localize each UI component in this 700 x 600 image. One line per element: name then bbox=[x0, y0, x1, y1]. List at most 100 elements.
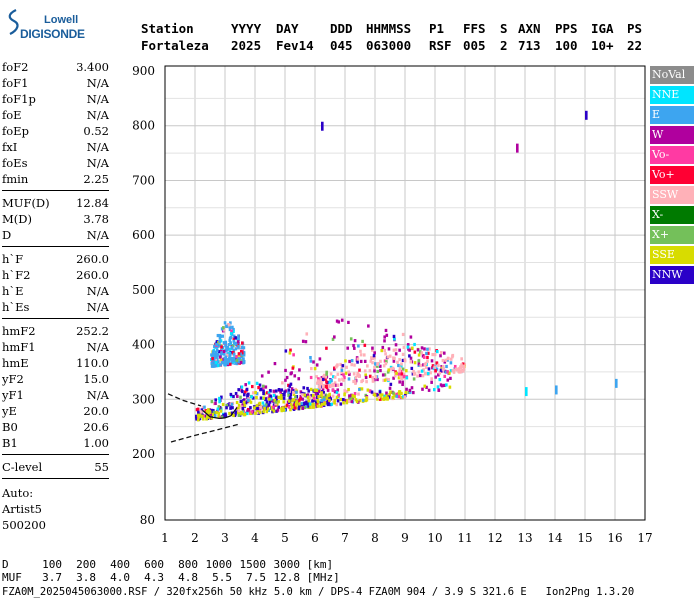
echo-mark bbox=[343, 389, 347, 393]
echo-mark bbox=[242, 400, 246, 404]
logo-line2: DIGISONDE bbox=[20, 27, 85, 41]
echo-mark bbox=[230, 359, 234, 363]
echo-mark bbox=[380, 348, 384, 353]
echo-mark bbox=[381, 345, 385, 350]
param-name: yF1 bbox=[2, 388, 24, 402]
legend-item-x-minus: X- bbox=[650, 206, 694, 224]
echo-mark bbox=[391, 395, 395, 400]
echo-mark bbox=[393, 394, 397, 398]
param-row: hmE 110.0 bbox=[2, 356, 109, 370]
echo-mark bbox=[237, 341, 240, 346]
echo-mark bbox=[442, 351, 446, 355]
echo-mark bbox=[461, 362, 465, 366]
echo-mark bbox=[348, 394, 351, 398]
echo-mark bbox=[298, 402, 301, 406]
echo-mark bbox=[247, 398, 250, 402]
echo-mark bbox=[400, 391, 403, 396]
echo-mark bbox=[300, 393, 304, 397]
echo-mark bbox=[224, 348, 227, 353]
echo-mark bbox=[427, 351, 430, 355]
echo-mark bbox=[259, 396, 263, 400]
echo-mark bbox=[224, 412, 227, 416]
echo-mark bbox=[273, 361, 277, 366]
echo-mark bbox=[229, 321, 232, 325]
y-tick-label-bottom: 80 bbox=[140, 513, 155, 527]
echo-mark bbox=[195, 417, 198, 421]
echo-mark bbox=[288, 351, 292, 355]
echo-mark bbox=[424, 361, 428, 366]
echo-mark bbox=[395, 394, 399, 398]
echo-mark bbox=[356, 374, 359, 378]
echo-mark bbox=[400, 376, 404, 380]
echo-mark bbox=[394, 343, 398, 347]
x-tick-label: 8 bbox=[371, 531, 379, 545]
param-value: 3.78 bbox=[83, 212, 109, 226]
echo-mark bbox=[274, 400, 278, 404]
echo-mark bbox=[287, 383, 290, 387]
param-value: 12.84 bbox=[76, 196, 109, 210]
echo-mark bbox=[443, 360, 447, 364]
x-tick-label: 2 bbox=[191, 531, 199, 545]
param-value: 0.52 bbox=[83, 124, 109, 138]
echo-mark bbox=[303, 405, 307, 410]
echo-mark bbox=[324, 377, 327, 381]
echo-mark bbox=[279, 390, 282, 394]
param-name: foF2 bbox=[2, 60, 29, 74]
legend-item-e: E bbox=[650, 106, 694, 124]
echo-mark bbox=[357, 344, 360, 348]
echo-mark bbox=[253, 406, 256, 410]
echo-mark bbox=[279, 393, 283, 398]
echo-mark bbox=[386, 370, 390, 374]
echo-mark bbox=[401, 367, 405, 371]
y-tick-label: 800 bbox=[132, 119, 155, 133]
echo-mark bbox=[350, 359, 354, 363]
echo-mark bbox=[347, 377, 351, 381]
echo-mark bbox=[220, 361, 224, 365]
echo-mark bbox=[416, 374, 419, 378]
footer-d-value: 200 bbox=[76, 558, 96, 571]
echo-mark bbox=[214, 401, 217, 406]
echo-mark bbox=[298, 403, 301, 408]
echo-mark bbox=[317, 394, 321, 399]
echo-mark bbox=[228, 362, 232, 366]
footer-muf-value: 3.7 bbox=[42, 571, 62, 584]
footer-muf-value: 7.5 bbox=[246, 571, 266, 584]
echo-mark bbox=[325, 380, 328, 384]
echo-mark bbox=[289, 382, 293, 386]
param-name: hmF1 bbox=[2, 340, 36, 354]
echo-mark bbox=[283, 390, 286, 394]
echo-mark bbox=[230, 402, 234, 406]
echo-mark bbox=[236, 356, 240, 361]
divider bbox=[2, 190, 109, 191]
echo-mark bbox=[318, 357, 322, 361]
header-value-day: Fev14 bbox=[276, 38, 314, 53]
echo-mark bbox=[228, 347, 232, 351]
echo-mark bbox=[350, 399, 354, 404]
echo-mark bbox=[246, 393, 249, 397]
footer-distance-row: D 100 200 400 600 800 1000 1500 3000 [km] bbox=[2, 558, 333, 571]
echo-mark bbox=[242, 353, 246, 357]
echo-mark bbox=[303, 403, 306, 408]
echo-mark bbox=[445, 383, 448, 387]
echo-mark bbox=[322, 383, 326, 388]
echo-mark bbox=[243, 403, 247, 408]
echo-mark bbox=[225, 406, 228, 410]
echo-mark bbox=[425, 351, 428, 356]
echo-mark bbox=[259, 387, 263, 391]
echo-mark bbox=[363, 369, 367, 373]
echo-mark bbox=[235, 400, 239, 405]
echo-mark bbox=[222, 413, 226, 417]
echo-mark bbox=[462, 367, 466, 371]
echo-mark bbox=[430, 380, 433, 384]
echo-mark bbox=[230, 411, 234, 415]
echo-mark bbox=[216, 333, 220, 338]
echo-mark bbox=[359, 359, 363, 364]
echo-mark bbox=[251, 391, 255, 395]
echo-mark bbox=[435, 361, 439, 365]
footer-muf-value: 4.0 bbox=[110, 571, 130, 584]
echo-mark bbox=[263, 404, 266, 408]
echo-mark bbox=[224, 414, 228, 418]
echo-mark bbox=[255, 396, 258, 400]
param-name: foEs bbox=[2, 156, 28, 170]
echo-mark bbox=[397, 390, 401, 394]
